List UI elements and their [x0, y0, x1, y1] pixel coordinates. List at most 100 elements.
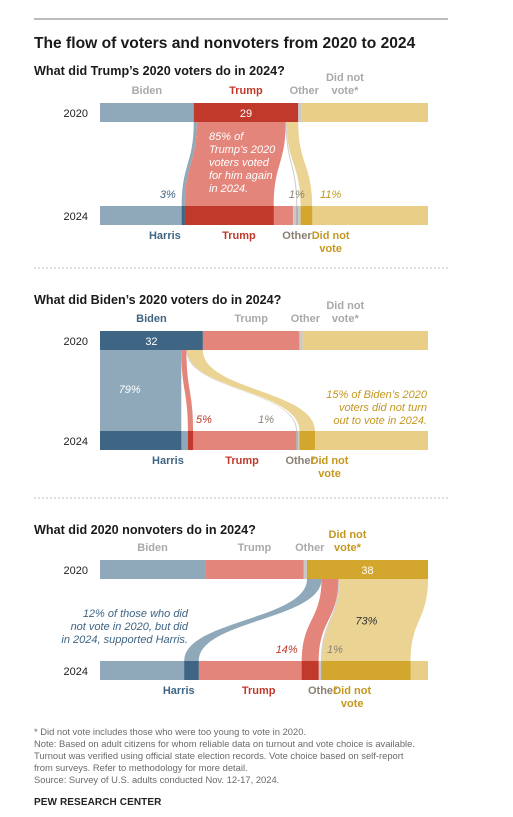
bar-2020-other: [298, 103, 302, 122]
footnote: * Did not vote includes those who were t…: [34, 726, 307, 737]
year-label-2020: 2020: [64, 336, 88, 348]
top-label-trump: Trump: [229, 85, 263, 97]
flow-nonvote: [322, 579, 428, 661]
bottom-label-other: Other: [282, 230, 312, 242]
flow-label-other: 1%: [258, 414, 274, 426]
top-label-biden: Biden: [136, 313, 167, 325]
bar-2024-flow-nonvote: [300, 206, 313, 225]
panel-title: What did 2020 nonvoters do in 2024?: [34, 523, 256, 537]
bottom-label-trump: Trump: [242, 685, 276, 697]
focus-value-label: 32: [145, 336, 157, 348]
bar-2024-other: [296, 431, 300, 450]
year-label-2024: 2024: [64, 211, 88, 223]
top-label-other: Other: [295, 542, 325, 554]
bar-2020-trump: [205, 560, 304, 579]
year-label-2024: 2024: [64, 666, 88, 678]
source-line: Source: Survey of U.S. adults conducted …: [34, 774, 280, 785]
sankey-figure: The flow of voters and nonvoters from 20…: [34, 18, 448, 710]
bar-2020-other: [303, 560, 307, 579]
bar-2024-flow-harris: [100, 431, 182, 450]
bottom-label-other: Other: [285, 455, 315, 467]
year-label-2024: 2024: [64, 436, 88, 448]
top-label-nonvote: Did not: [326, 72, 364, 84]
bottom-label-trump: Trump: [225, 455, 259, 467]
figure-title: The flow of voters and nonvoters from 20…: [34, 35, 416, 52]
bar-2020-biden: [100, 331, 203, 350]
top-label-nonvote-2: vote*: [334, 542, 362, 554]
flow-label-harris: 79%: [119, 384, 141, 396]
top-label-nonvote: Did not: [326, 300, 364, 312]
flow-harris: [184, 579, 322, 661]
bar-2020-nonvote: [306, 560, 428, 579]
flow-harris: [100, 350, 182, 431]
bottom-label-nonvote: Did not: [333, 685, 371, 697]
bottom-label-nonvote-2: vote: [319, 243, 342, 255]
bottom-label-harris: Harris: [152, 455, 184, 467]
top-label-biden: Biden: [137, 542, 168, 554]
bar-2024-other: [318, 661, 323, 680]
bar-2020-trump: [202, 331, 300, 350]
note-line-3: from surveys. Refer to methodology for m…: [34, 762, 248, 773]
top-label-biden: Biden: [132, 85, 163, 97]
top-label-nonvote-2: vote*: [331, 85, 359, 97]
year-label-2020: 2020: [64, 108, 88, 120]
bar-2020-nonvote: [301, 103, 428, 122]
flow-other: [320, 579, 340, 661]
flow-nonvote: [286, 122, 313, 206]
flow-trump: [301, 579, 339, 661]
flow-trump: [184, 122, 286, 206]
focus-value-label: 29: [240, 108, 252, 120]
bar-2024-flow-nonvote: [322, 661, 411, 680]
note-line-1: Note: Based on adult citizens for whom r…: [34, 738, 415, 749]
panel-title: What did Trump’s 2020 voters do in 2024?: [34, 64, 285, 78]
annotation-line: out to vote in 2024.: [333, 415, 427, 427]
bar-2020-nonvote: [302, 331, 428, 350]
bar-2020-trump: [193, 103, 299, 122]
bar-2020-biden: [100, 560, 206, 579]
top-label-other: Other: [291, 313, 321, 325]
bar-2024-trump: [187, 431, 297, 450]
bar-2024-flow-harris: [181, 206, 185, 225]
bar-2024-nonvote: [300, 206, 428, 225]
annotation-line: 85% of: [209, 131, 244, 143]
bottom-label-nonvote-2: vote: [318, 468, 341, 480]
bottom-label-harris: Harris: [149, 230, 181, 242]
top-label-other: Other: [290, 85, 320, 97]
panel-title: What did Biden’s 2020 voters do in 2024?: [34, 293, 281, 307]
top-label-nonvote-2: vote*: [332, 313, 360, 325]
flow-label-nonvote: 73%: [355, 616, 377, 628]
bar-2024-flow-trump: [184, 206, 274, 225]
bar-2020-other: [299, 331, 303, 350]
annotation-line: not vote in 2020, but did: [71, 621, 189, 633]
flow-harris: [181, 122, 197, 206]
flow-label-trump: 14%: [276, 644, 298, 656]
annotation-line: Trump’s 2020: [209, 144, 276, 156]
annotation-line: voters did not turn: [339, 402, 427, 414]
annotation-line: 15% of Biden’s 2020: [326, 389, 428, 401]
top-label-trump: Trump: [238, 542, 272, 554]
flow-label-nonvote: 11%: [320, 189, 341, 201]
top-label-nonvote: Did not: [329, 529, 367, 541]
flow-nonvote: [187, 350, 315, 431]
bar-2024-trump: [198, 661, 319, 680]
bar-2024-harris: [100, 661, 199, 680]
bar-2024-flow-other: [320, 661, 323, 680]
bottom-label-nonvote: Did not: [311, 455, 349, 467]
annotation-line: voters voted: [209, 157, 270, 169]
bottom-label-nonvote-2: vote: [341, 698, 364, 710]
flow-other: [285, 122, 298, 206]
annotation-line: for him again: [209, 170, 273, 182]
bar-2024-flow-other: [296, 206, 298, 225]
bottom-label-trump: Trump: [222, 230, 256, 242]
focus-value-label: 38: [361, 565, 373, 577]
bar-2024-flow-harris: [184, 661, 199, 680]
bar-2024-harris: [100, 206, 185, 225]
flow-label-other: 1%: [327, 644, 343, 656]
bottom-label-harris: Harris: [163, 685, 195, 697]
org-name: PEW RESEARCH CENTER: [34, 797, 162, 808]
annotation-line: in 2024, supported Harris.: [61, 634, 188, 646]
bar-2024-nonvote: [299, 431, 428, 450]
note-line-2: Turnout was verified using official stat…: [34, 750, 404, 761]
annotation-line: in 2024.: [209, 183, 248, 195]
bottom-label-other: Other: [308, 685, 338, 697]
